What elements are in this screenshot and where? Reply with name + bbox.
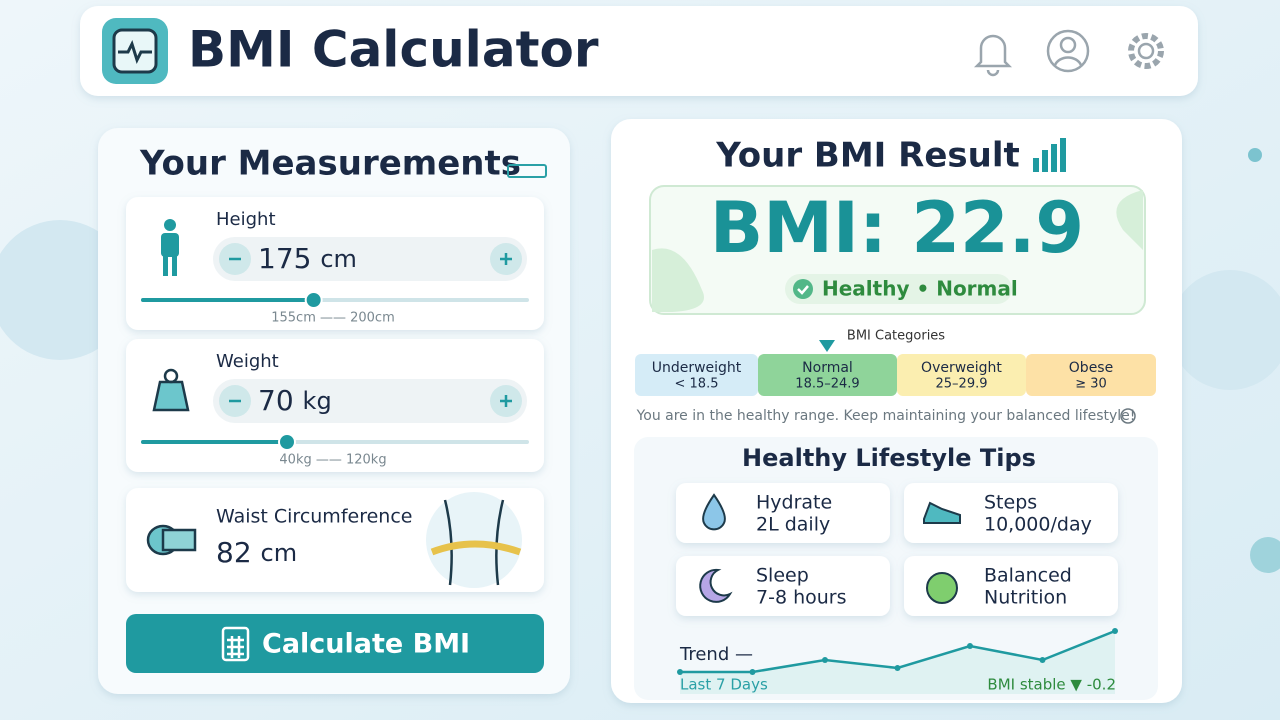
category-range: 25–29.9 [936, 377, 988, 392]
categories-title: BMI Categories [847, 329, 945, 344]
tip-detail: 2L daily [756, 514, 830, 536]
field-label: Weight [216, 351, 279, 372]
person-icon [161, 219, 179, 276]
tip-title: Hydrate [756, 492, 832, 514]
trend-point [749, 669, 756, 675]
tip-detail: 10,000/day [984, 514, 1092, 536]
category-segment [897, 354, 1026, 396]
tips-title: Healthy Lifestyle Tips [742, 444, 1036, 472]
trend-point [894, 665, 901, 671]
decor [1250, 537, 1280, 573]
category-range: < 18.5 [675, 377, 719, 392]
app-title: BMI Calculator [188, 21, 599, 79]
trend-point [1039, 657, 1046, 663]
tape-icon [146, 524, 197, 556]
field-value: 82 cm [216, 536, 297, 569]
decor [0, 220, 130, 360]
category-range: ≥ 30 [1075, 377, 1107, 392]
result-title: Your BMI Result [715, 136, 1020, 176]
category-name: Normal [802, 360, 853, 376]
tip-card [904, 556, 1118, 616]
value-unit: cm [261, 539, 298, 567]
bars-icon [1033, 138, 1066, 172]
tip-title: Steps [984, 492, 1037, 514]
decor [1248, 148, 1262, 162]
slider-range: 155cm —— 200cm [271, 311, 395, 326]
stepper [213, 237, 527, 281]
check-icon [793, 279, 813, 299]
info-icon[interactable] [1120, 408, 1136, 424]
tip-card [676, 483, 890, 543]
trend-point [1112, 628, 1118, 634]
bmi-value: BMI: 22.9 [710, 187, 1084, 269]
panel-title: Your Measurements [139, 144, 521, 184]
field-label: Height [216, 209, 276, 230]
result-card [649, 185, 1146, 315]
settings-icon[interactable] [1128, 33, 1164, 69]
value-unit: kg [303, 387, 332, 415]
trend-point [822, 657, 828, 663]
value-number: 82 [216, 536, 252, 569]
bmi-status: Healthy • Normal [822, 277, 1018, 301]
category-segment [635, 354, 758, 396]
shoe-icon [923, 501, 961, 524]
tip-title: Sleep [756, 565, 809, 587]
trend-period: Last 7 Days [680, 676, 768, 694]
pulse-icon [118, 40, 152, 64]
field-label: Waist Circumference [216, 506, 412, 528]
moon-icon [699, 568, 733, 603]
tip-title: Balanced [984, 565, 1072, 587]
category-segment [1026, 354, 1156, 396]
health-message: You are in the healthy range. Keep maint… [636, 408, 1136, 424]
water-icon [702, 493, 726, 531]
calculator-icon [221, 626, 250, 662]
value-number: 175 [258, 242, 311, 275]
trend-chart [677, 628, 1118, 694]
category-name: Obese [1069, 360, 1113, 376]
button-label[interactable]: Calculate BMI [262, 629, 470, 660]
category-range: 18.5–24.9 [795, 377, 859, 392]
decor [1170, 270, 1280, 390]
tip-detail: 7-8 hours [756, 587, 847, 609]
card-decor [652, 190, 1143, 312]
slider-thumb[interactable] [304, 291, 323, 309]
ruler-icon [507, 164, 547, 178]
category-pointer [819, 340, 835, 352]
trend-summary: BMI stable ▼ -0.2 [987, 676, 1116, 694]
plus-icon [500, 253, 512, 265]
waist-illustration [426, 492, 522, 588]
apple-icon [926, 572, 958, 604]
category-name: Overweight [921, 360, 1002, 376]
field-value: 175 cm [258, 242, 357, 275]
category-segment [758, 354, 897, 396]
trend-label: Trend — [679, 644, 753, 665]
value-unit: cm [320, 245, 357, 273]
category-name: Underweight [652, 360, 742, 376]
slider-thumb[interactable] [278, 433, 296, 451]
slider-range: 40kg —— 120kg [279, 453, 386, 468]
weight-icon [152, 368, 190, 412]
tip-card [676, 556, 890, 616]
tip-detail: Nutrition [984, 587, 1067, 609]
trend-point [967, 643, 973, 649]
tip-card [904, 483, 1118, 543]
header-bar [80, 6, 1198, 96]
profile-icon[interactable] [1046, 29, 1090, 73]
field-value: 70 kg [258, 384, 332, 417]
trend-area [680, 631, 1115, 694]
trend-point [677, 669, 683, 675]
status-badge [785, 274, 1012, 304]
value-number: 70 [258, 384, 294, 417]
bell-icon[interactable] [973, 34, 1013, 77]
check-mark [797, 285, 809, 295]
stepper [213, 379, 527, 423]
plus-icon [500, 395, 512, 407]
